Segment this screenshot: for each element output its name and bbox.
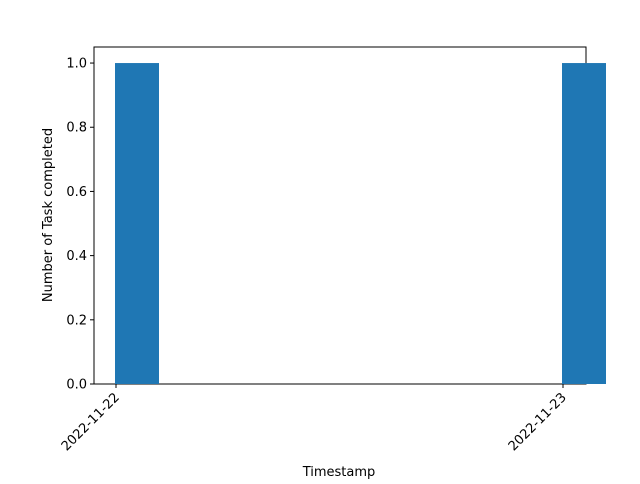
y-axis: 0.0 0.2 0.4 0.6 0.8 1.0 bbox=[66, 57, 94, 393]
x-axis-label: Timestamp bbox=[302, 465, 376, 480]
y-tick-label: 0.4 bbox=[66, 249, 87, 264]
y-tick-label: 0.6 bbox=[66, 185, 87, 200]
y-axis-label: Number of Task completed bbox=[41, 128, 56, 302]
y-tick-label: 0.2 bbox=[66, 313, 87, 328]
y-tick-label: 0.0 bbox=[66, 378, 87, 393]
bar bbox=[562, 63, 606, 385]
bar bbox=[115, 63, 159, 385]
y-tick-label: 1.0 bbox=[66, 57, 87, 72]
bars bbox=[115, 63, 606, 385]
y-tick-label: 0.8 bbox=[66, 121, 87, 136]
